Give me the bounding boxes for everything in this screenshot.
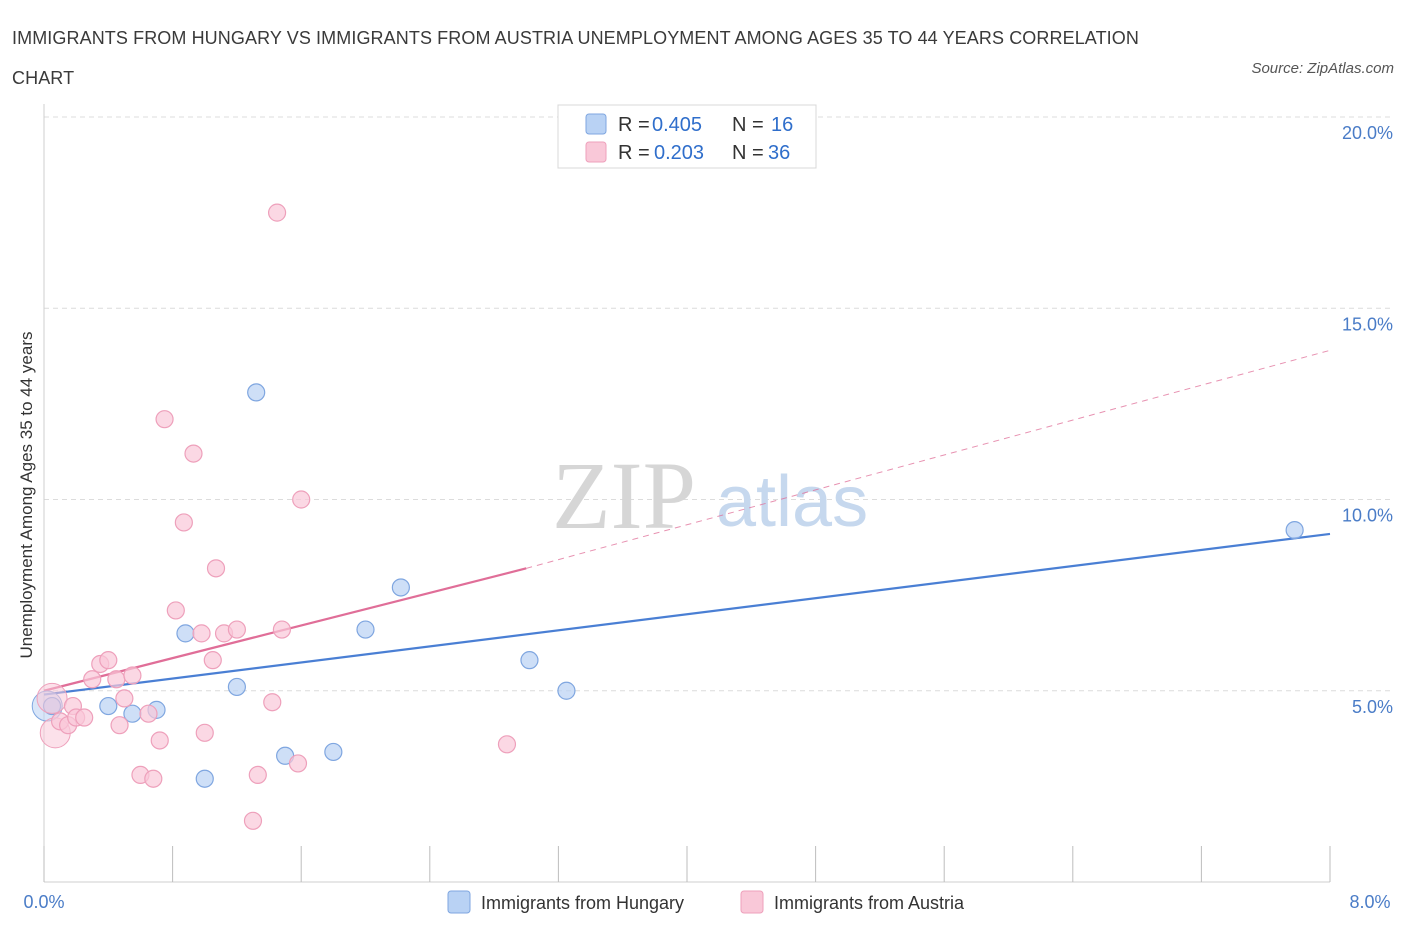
data-point-series-0-14 [1285, 520, 1304, 540]
legend-r-label-hungary: R = [618, 114, 650, 136]
x-tick-label-max: 8.0% [1349, 892, 1390, 912]
watermark-zip: ZIP [552, 442, 696, 549]
data-point-series-1-29 [267, 203, 287, 222]
data-point-series-1-14 [144, 769, 163, 788]
data-point-series-0-5 [195, 769, 214, 788]
x-axis-ticks [43, 846, 1331, 882]
data-point-series-1-5 [83, 670, 102, 689]
trend-line-series-0 [43, 532, 1331, 696]
data-point-series-1-4 [75, 708, 94, 727]
data-point-series-1-30 [272, 620, 292, 639]
watermark: ZIP atlas [552, 442, 868, 549]
legend-r-value-hungary: 0.405 [652, 114, 702, 136]
data-point-series-0-10 [356, 620, 375, 639]
data-point-series-0-1 [99, 696, 118, 716]
data-point-series-1-7 [99, 651, 118, 670]
series-legend-label-hungary: Immigrants from Hungary [481, 893, 684, 913]
data-point-series-1-31 [288, 754, 308, 773]
grid-lines [44, 116, 1392, 692]
data-points [31, 203, 1304, 830]
legend-n-label-hungary: N = [732, 114, 764, 136]
legend-r-label-austria: R = [618, 142, 650, 164]
legend-n-label-austria: N = [732, 142, 764, 164]
data-point-large-series-1-0 [36, 682, 68, 714]
x-tick-label-min: 0.0% [23, 892, 64, 912]
y-tick-label-5: 5.0% [1352, 697, 1393, 717]
data-point-series-1-10 [115, 689, 134, 708]
data-point-series-1-17 [166, 601, 185, 620]
stats-legend: R = 0.405 N = 16 R = 0.203 N = 36 [557, 104, 817, 169]
series-legend: Immigrants from Hungary Immigrants from … [447, 890, 965, 914]
data-point-series-1-19 [184, 444, 203, 463]
data-point-series-1-21 [195, 723, 214, 742]
legend-swatch-hungary [585, 113, 607, 135]
data-point-series-0-7 [247, 383, 266, 402]
trend-line-extension-series-1 [526, 349, 1331, 569]
data-point-series-0-12 [520, 651, 539, 670]
data-point-series-1-33 [497, 735, 517, 754]
series-legend-swatch-austria [740, 890, 764, 914]
series-legend-swatch-hungary [447, 890, 471, 914]
data-point-series-1-8 [107, 670, 126, 689]
y-tick-label-15: 15.0% [1342, 314, 1393, 334]
y-tick-labels: 5.0% 10.0% 15.0% 20.0% [1342, 123, 1393, 717]
legend-n-value-hungary: 16 [771, 114, 793, 136]
data-point-series-1-28 [263, 693, 282, 712]
data-point-series-1-20 [192, 624, 211, 643]
legend-n-value-austria: 36 [768, 142, 790, 164]
y-axis-label: Unemployment Among Ages 35 to 44 years [17, 332, 36, 659]
data-point-series-1-18 [174, 513, 193, 532]
data-point-series-0-11 [391, 578, 410, 597]
watermark-atlas: atlas [716, 462, 868, 542]
legend-r-value-austria: 0.203 [654, 142, 704, 164]
chart-source: Source: ZipAtlas.com [1251, 60, 1394, 77]
data-point-series-0-6 [227, 677, 246, 697]
data-point-series-1-11 [123, 666, 142, 685]
data-point-series-1-15 [150, 731, 169, 750]
y-tick-label-10: 10.0% [1342, 506, 1393, 526]
data-point-series-1-9 [110, 716, 129, 735]
chart-title: IMMIGRANTS FROM HUNGARY VS IMMIGRANTS FR… [12, 28, 1139, 88]
data-point-series-1-26 [243, 811, 263, 830]
data-point-series-1-27 [248, 765, 267, 785]
data-point-series-1-16 [155, 410, 174, 429]
data-point-series-0-13 [557, 681, 576, 700]
data-point-series-1-25 [227, 620, 246, 639]
legend-swatch-austria [585, 141, 607, 163]
data-point-series-1-13 [139, 704, 158, 723]
data-point-series-1-22 [203, 651, 222, 670]
data-point-series-0-4 [176, 624, 195, 643]
data-point-series-0-9 [324, 742, 343, 762]
data-point-series-1-32 [292, 490, 311, 509]
data-point-series-1-23 [206, 559, 226, 578]
series-legend-label-austria: Immigrants from Austria [774, 893, 965, 913]
y-tick-label-20: 20.0% [1342, 123, 1393, 143]
